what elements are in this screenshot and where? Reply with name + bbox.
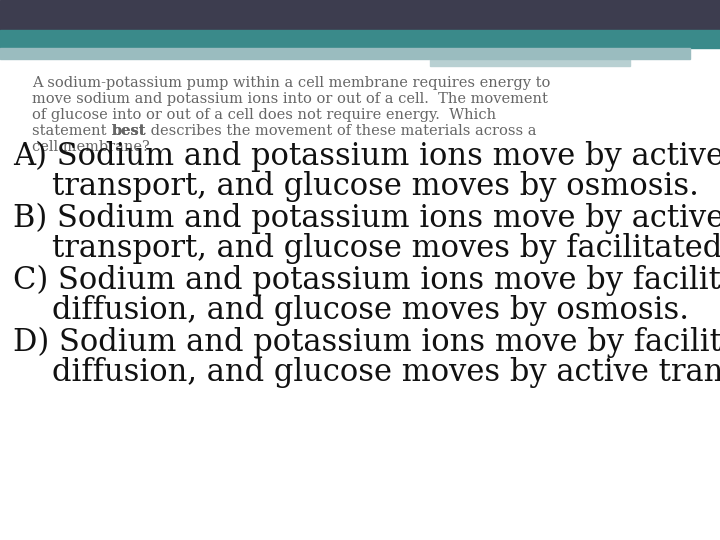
Text: cell membrane?: cell membrane? xyxy=(32,140,150,154)
Text: of glucose into or out of a cell does not require energy.  Which: of glucose into or out of a cell does no… xyxy=(32,108,497,122)
Bar xyxy=(0,0,720,30)
Text: describes the movement of these materials across a: describes the movement of these material… xyxy=(146,124,536,138)
Text: B) Sodium and potassium ions move by active: B) Sodium and potassium ions move by act… xyxy=(13,202,720,234)
Text: C) Sodium and potassium ions move by facilitated: C) Sodium and potassium ions move by fac… xyxy=(13,265,720,296)
Bar xyxy=(430,59,630,66)
Bar xyxy=(0,30,720,48)
Text: transport, and glucose moves by osmosis.: transport, and glucose moves by osmosis. xyxy=(13,171,699,202)
Text: best: best xyxy=(112,124,146,138)
Text: best: best xyxy=(112,124,146,138)
Bar xyxy=(430,48,690,59)
Text: diffusion, and glucose moves by active transport.: diffusion, and glucose moves by active t… xyxy=(13,357,720,388)
Bar xyxy=(0,48,430,59)
Text: A) Sodium and potassium ions move by active: A) Sodium and potassium ions move by act… xyxy=(13,140,720,172)
Text: diffusion, and glucose moves by osmosis.: diffusion, and glucose moves by osmosis. xyxy=(13,295,689,326)
Text: transport, and glucose moves by facilitated diffusion.: transport, and glucose moves by facilita… xyxy=(13,233,720,264)
Text: D) Sodium and potassium ions move by facilitated: D) Sodium and potassium ions move by fac… xyxy=(13,327,720,357)
Text: A sodium-potassium pump within a cell membrane requires energy to: A sodium-potassium pump within a cell me… xyxy=(32,76,551,90)
Text: move sodium and potassium ions into or out of a cell.  The movement: move sodium and potassium ions into or o… xyxy=(32,92,548,106)
Text: statement: statement xyxy=(32,124,112,138)
